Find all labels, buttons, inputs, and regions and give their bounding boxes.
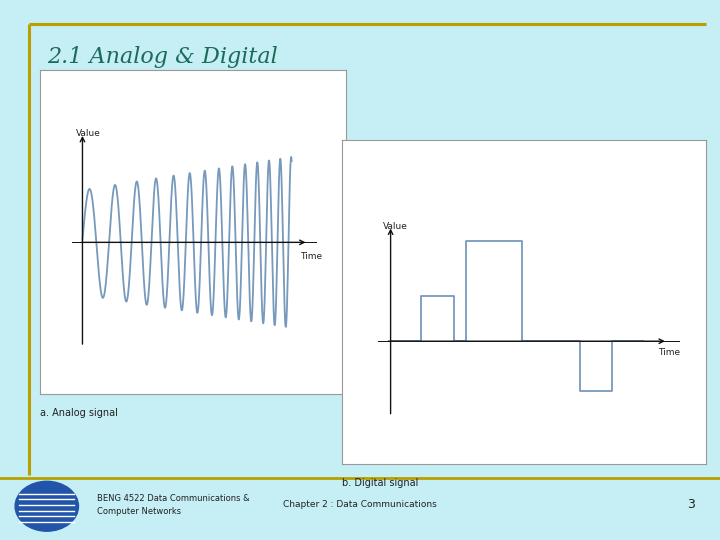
Text: 3: 3 [687,498,695,511]
Text: a. Analog signal: a. Analog signal [40,408,117,418]
Text: Time: Time [658,348,680,357]
Text: Chapter 2 : Data Communications: Chapter 2 : Data Communications [283,501,437,509]
Text: Time: Time [300,253,322,261]
Text: Value: Value [383,222,408,231]
Text: BENG 4522 Data Communications &
Computer Networks: BENG 4522 Data Communications & Computer… [97,494,250,516]
Text: 2.1 Analog & Digital: 2.1 Analog & Digital [47,46,277,68]
Circle shape [15,481,78,531]
Text: Value: Value [76,129,101,138]
Text: b. Digital signal: b. Digital signal [342,478,418,488]
